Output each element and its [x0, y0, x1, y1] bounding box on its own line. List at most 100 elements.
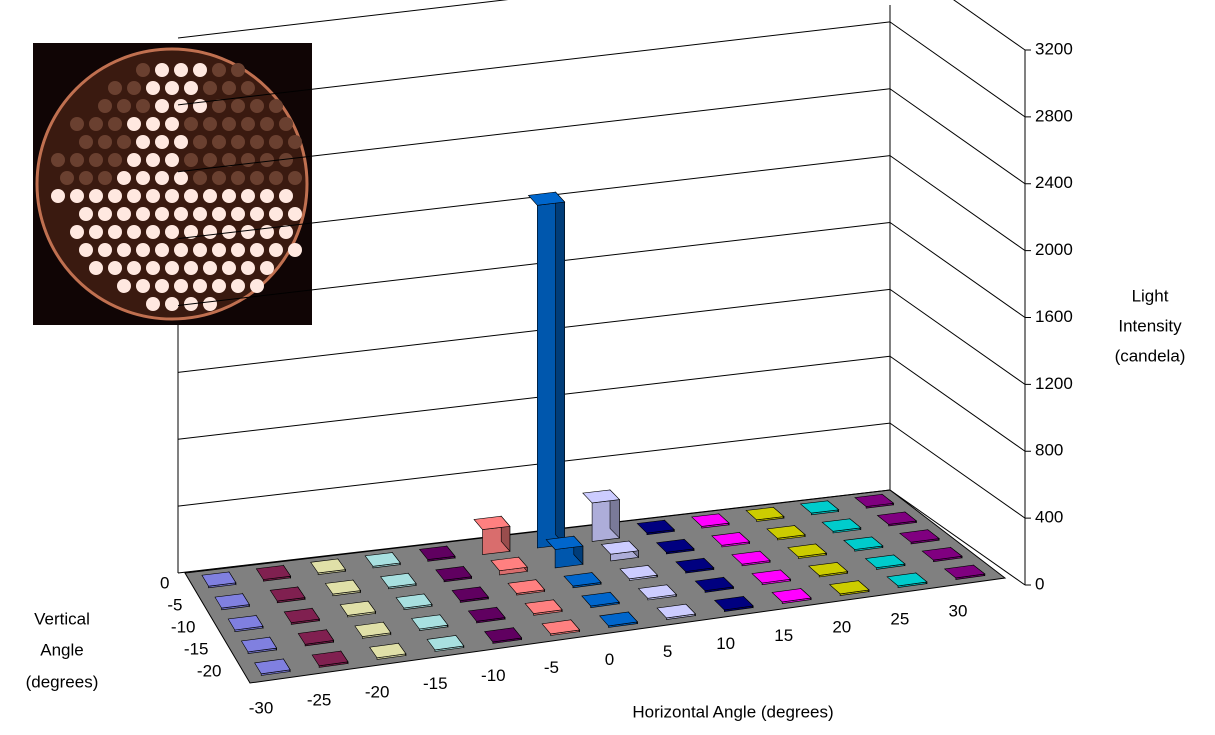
led — [260, 261, 274, 275]
led — [288, 171, 302, 185]
x-tick-label: 10 — [716, 634, 735, 653]
bar-top — [921, 547, 963, 561]
led — [250, 99, 264, 113]
grid-line — [177, 355, 891, 440]
led — [155, 243, 169, 257]
z-tick-label: -20 — [197, 661, 222, 680]
led — [108, 153, 122, 167]
led — [193, 279, 207, 293]
bar-top — [524, 599, 563, 614]
grid-line — [889, 489, 1026, 586]
led — [108, 117, 122, 131]
led — [231, 279, 245, 293]
y-tick-label: 2000 — [1035, 240, 1073, 259]
y-axis-title: Intensity — [1118, 316, 1182, 335]
led — [136, 279, 150, 293]
bar-top — [484, 627, 523, 643]
bar-top — [563, 572, 602, 587]
led — [136, 243, 150, 257]
led — [212, 135, 226, 149]
led — [98, 99, 112, 113]
bar-top — [473, 515, 511, 530]
led — [89, 153, 103, 167]
inset-photo — [33, 43, 312, 325]
led — [222, 189, 236, 203]
bar-top — [876, 511, 918, 525]
led — [203, 297, 217, 311]
bar-top — [380, 572, 417, 588]
led — [98, 135, 112, 149]
bar-top — [843, 536, 884, 550]
bar-top — [283, 607, 320, 624]
bar-top — [599, 611, 639, 627]
led — [146, 225, 160, 239]
grid-line — [889, 422, 1026, 519]
led — [146, 117, 160, 131]
y-tick-label: 2800 — [1035, 106, 1073, 125]
grid-line — [889, 88, 1026, 185]
led — [165, 225, 179, 239]
led — [279, 225, 293, 239]
led — [269, 171, 283, 185]
grid-line — [889, 155, 1026, 252]
led — [260, 189, 274, 203]
bar-top — [201, 571, 237, 587]
bar-top — [731, 550, 771, 565]
led — [174, 135, 188, 149]
led — [250, 135, 264, 149]
bar-top — [582, 489, 621, 504]
grid-line — [177, 21, 891, 106]
led — [108, 189, 122, 203]
bar-top — [240, 636, 278, 653]
led — [127, 153, 141, 167]
y-tick-label: 3200 — [1035, 39, 1073, 58]
led — [203, 225, 217, 239]
grid-line — [889, 21, 1026, 118]
led — [193, 243, 207, 257]
led — [136, 135, 150, 149]
led — [155, 207, 169, 221]
grid-line — [177, 222, 891, 306]
led — [260, 153, 274, 167]
led — [146, 153, 160, 167]
led — [117, 171, 131, 185]
x-tick-label: 20 — [832, 618, 851, 637]
led — [269, 207, 283, 221]
bar-top — [324, 579, 362, 595]
x-tick-label: 5 — [663, 642, 672, 661]
led — [117, 99, 131, 113]
led — [165, 153, 179, 167]
bar-top — [310, 558, 347, 574]
led — [184, 261, 198, 275]
x-tick-label: -20 — [365, 682, 390, 701]
z-axis-title: Angle — [40, 640, 83, 659]
led — [241, 261, 255, 275]
led — [117, 207, 131, 221]
bar-top — [828, 580, 870, 595]
led — [241, 153, 255, 167]
led — [174, 207, 188, 221]
led — [174, 99, 188, 113]
bar-top — [656, 603, 697, 619]
led — [212, 243, 226, 257]
led — [203, 117, 217, 131]
led — [241, 225, 255, 239]
led — [184, 189, 198, 203]
grid-line — [953, 0, 1026, 51]
led — [165, 189, 179, 203]
led — [203, 261, 217, 275]
led — [193, 63, 207, 77]
bar-top — [655, 538, 695, 553]
bar-top — [581, 591, 620, 607]
led — [269, 135, 283, 149]
led — [146, 189, 160, 203]
bar-top — [527, 191, 566, 206]
bar-top — [886, 572, 928, 587]
led — [222, 261, 236, 275]
led — [146, 81, 160, 95]
led — [51, 189, 65, 203]
led — [136, 63, 150, 77]
led — [193, 135, 207, 149]
led — [241, 117, 255, 131]
bar-top — [311, 650, 349, 667]
